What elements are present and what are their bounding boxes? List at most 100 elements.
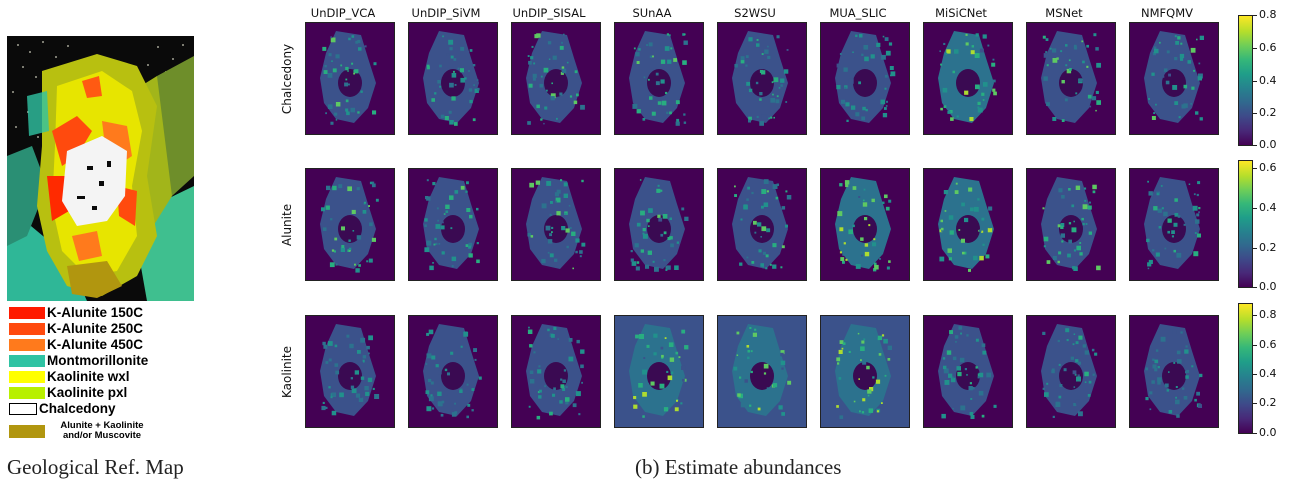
column-title-nmfqmv: NMFQMV	[1141, 6, 1193, 20]
row-title-alunite: Alunite	[278, 168, 296, 281]
colorbar-tick	[1253, 113, 1257, 114]
abundance-map-image	[512, 169, 600, 280]
legend-item-chalcedony: Chalcedony	[9, 402, 116, 415]
legend-label: K-Alunite 250C	[47, 321, 144, 336]
colorbar-tick-label: 0.4	[1259, 74, 1277, 87]
legend-label: K-Alunite 150C	[47, 305, 144, 320]
colorbar-tick	[1253, 145, 1257, 146]
abundance-map-chalcedony-undip-vca	[305, 22, 395, 135]
abundance-map-kaolinite-undip-sisal	[511, 315, 601, 428]
abundance-map-alunite-s2wsu	[717, 168, 807, 281]
abundance-map-image	[718, 316, 806, 427]
abundance-map-image	[1130, 169, 1218, 280]
abundance-map-alunite-undip-sisal	[511, 168, 601, 281]
abundance-map-image	[924, 169, 1012, 280]
abundance-map-image	[306, 23, 394, 134]
row-title-chalcedony: Chalcedony	[278, 22, 296, 135]
legend-label: Alunite + Kaolinite and/or Muscovite	[60, 420, 144, 441]
legend-swatch	[9, 402, 37, 415]
abundance-map-image	[924, 316, 1012, 427]
legend-item-alunite-kaolinite-muscovite: Alunite + Kaolinite and/or Muscovite	[9, 420, 157, 442]
abundance-map-image	[615, 316, 703, 427]
legend-item-kaolinite-pxl: Kaolinite pxl	[9, 386, 127, 399]
abundance-map-image	[512, 316, 600, 427]
abundance-map-image	[821, 169, 909, 280]
abundance-map-chalcedony-undip-sivm	[408, 22, 498, 135]
legend-label: Kaolinite pxl	[47, 385, 128, 400]
colorbar-tick	[1253, 403, 1257, 404]
legend-item-kaolinite-wxl: Kaolinite wxl	[9, 370, 130, 383]
abundance-map-image	[821, 316, 909, 427]
colorbar-tick	[1253, 208, 1257, 209]
abundance-map-alunite-sunaa	[614, 168, 704, 281]
legend-swatch	[9, 354, 45, 367]
column-title-undip-sisal: UnDIP_SISAL	[512, 6, 586, 20]
abundance-map-chalcedony-misicnet	[923, 22, 1013, 135]
abundance-map-image	[821, 23, 909, 134]
colorbar-tick-label: 0.2	[1259, 241, 1277, 254]
abundance-map-chalcedony-mua-slic	[820, 22, 910, 135]
abundance-map-image	[306, 316, 394, 427]
abundance-map-image	[718, 23, 806, 134]
abundance-map-alunite-nmfqmv	[1129, 168, 1219, 281]
legend-label: Montmorillonite	[47, 353, 149, 368]
legend-swatch	[9, 322, 45, 335]
abundance-map-alunite-misicnet	[923, 168, 1013, 281]
abundance-map-image	[924, 23, 1012, 134]
colorbar-tick	[1253, 374, 1257, 375]
colorbar-tick-label: 0.4	[1259, 201, 1277, 214]
column-title-s2wsu: S2WSU	[734, 6, 776, 20]
colorbar-tick-label: 0.6	[1259, 338, 1277, 351]
colorbar-tick-label: 0.2	[1259, 106, 1277, 119]
abundance-map-image	[1027, 169, 1115, 280]
legend-swatch	[9, 370, 45, 383]
abundance-map-kaolinite-undip-vca	[305, 315, 395, 428]
colorbar-tick-label: 0.8	[1259, 308, 1277, 321]
column-title-undip-vca: UnDIP_VCA	[310, 6, 376, 20]
legend-swatch	[9, 424, 45, 438]
abundance-map-image	[409, 169, 497, 280]
abundance-map-image	[615, 23, 703, 134]
column-title-misicnet: MiSiCNet	[935, 6, 987, 20]
colorbar-tick	[1253, 315, 1257, 316]
abundance-map-kaolinite-nmfqmv	[1129, 315, 1219, 428]
abundance-map-chalcedony-s2wsu	[717, 22, 807, 135]
abundance-map-alunite-undip-sivm	[408, 168, 498, 281]
legend-swatch	[9, 338, 45, 351]
colorbar-tick-label: 0.8	[1259, 8, 1277, 21]
row-title-label: Kaolinite	[280, 345, 294, 398]
abundance-map-image	[1130, 316, 1218, 427]
row-title-label: Chalcedony	[280, 43, 294, 114]
colorbar-chalcedony	[1238, 15, 1253, 146]
column-title-mua-slic: MUA_SLIC	[829, 6, 887, 20]
colorbar-kaolinite	[1238, 303, 1253, 434]
legend-label: Chalcedony	[39, 401, 116, 416]
colorbar-tick-label: 0.6	[1259, 41, 1277, 54]
legend-item-k-alunite-450c: K-Alunite 450C	[9, 338, 143, 351]
colorbar-tick-label: 0.0	[1259, 426, 1277, 439]
abundance-map-kaolinite-s2wsu	[717, 315, 807, 428]
abundance-map-alunite-mua-slic	[820, 168, 910, 281]
colorbar-tick-label: 0.0	[1259, 138, 1277, 151]
colorbar-tick	[1253, 81, 1257, 82]
abundance-map-chalcedony-msnet	[1026, 22, 1116, 135]
abundance-map-image	[409, 316, 497, 427]
abundance-map-chalcedony-undip-sisal	[511, 22, 601, 135]
legend-swatch	[9, 386, 45, 399]
row-title-kaolinite: Kaolinite	[278, 315, 296, 428]
abundances-caption: (b) Estimate abundances	[635, 455, 842, 479]
abundance-map-image	[512, 23, 600, 134]
abundance-map-image	[409, 23, 497, 134]
colorbar-tick-label: 0.4	[1259, 367, 1277, 380]
abundance-map-image	[1130, 23, 1218, 134]
geo-map-caption: Geological Ref. Map	[7, 455, 184, 479]
abundance-map-chalcedony-nmfqmv	[1129, 22, 1219, 135]
legend-swatch	[9, 306, 45, 319]
abundance-map-alunite-msnet	[1026, 168, 1116, 281]
colorbar-tick	[1253, 345, 1257, 346]
abundance-map-kaolinite-undip-sivm	[408, 315, 498, 428]
geological-reference-map	[7, 36, 194, 301]
abundance-map-alunite-undip-vca	[305, 168, 395, 281]
legend-item-montmorillonite: Montmorillonite	[9, 354, 148, 367]
legend-label: Kaolinite wxl	[47, 369, 130, 384]
